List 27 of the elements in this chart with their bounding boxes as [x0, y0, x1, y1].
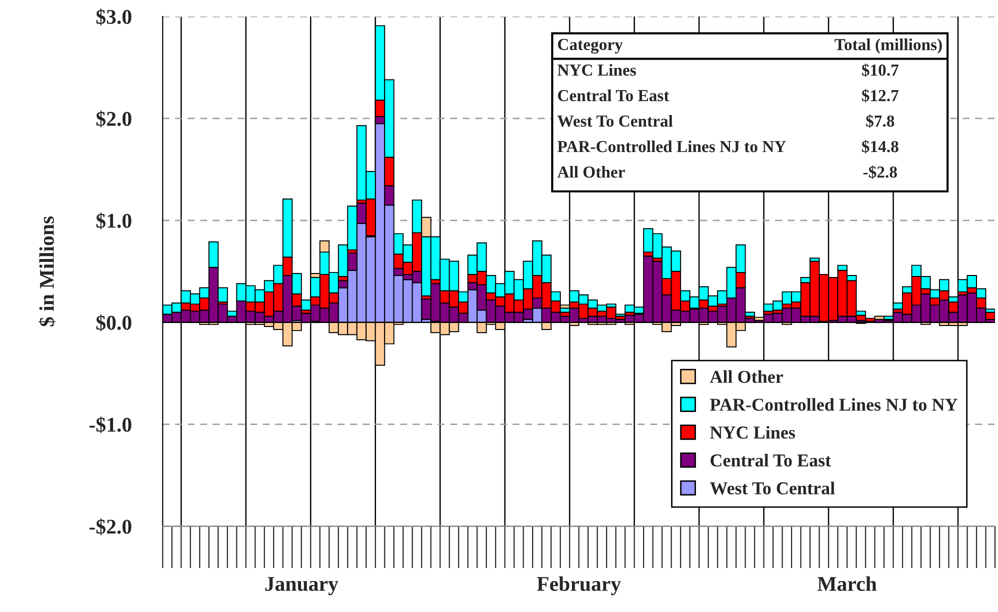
x-tick-label: January [265, 577, 338, 596]
y-tick-label: -$2.0 [89, 518, 132, 536]
annotation: -$2.8 [863, 165, 897, 179]
y-tick-label: $3.0 [96, 8, 132, 26]
annotation: $7.8 [866, 114, 894, 128]
annotation: West To Central [557, 115, 673, 127]
annotation: Total (millions) [834, 38, 942, 54]
y-tick-label: $2.0 [96, 110, 132, 128]
annotation: $10.7 [862, 64, 898, 77]
legend-label: West To Central [710, 482, 835, 494]
y-tick-label: $1.0 [96, 212, 132, 230]
annotation: $12.7 [862, 89, 898, 102]
x-tick-label: March [817, 576, 877, 591]
y-tick-label: -$1.0 [89, 416, 132, 434]
y-tick-label: $0.0 [96, 314, 132, 332]
x-tick-label: February [536, 576, 621, 596]
legend-label: All Other [710, 370, 784, 383]
legend-label: PAR-Controlled Lines NJ to NY [710, 398, 958, 411]
annotation: $14.8 [862, 140, 898, 154]
annotation: PAR-Controlled Lines NJ to NY [557, 140, 786, 152]
annotation: All Other [557, 166, 625, 178]
legend-label: NYC Lines [710, 426, 796, 439]
y-axis-title: $ in Millions [38, 216, 56, 326]
annotation: Central To East [558, 90, 670, 102]
legend-label: Central To East [710, 454, 832, 467]
annotation: Category [558, 38, 623, 54]
annotation: NYC Lines [558, 64, 636, 76]
